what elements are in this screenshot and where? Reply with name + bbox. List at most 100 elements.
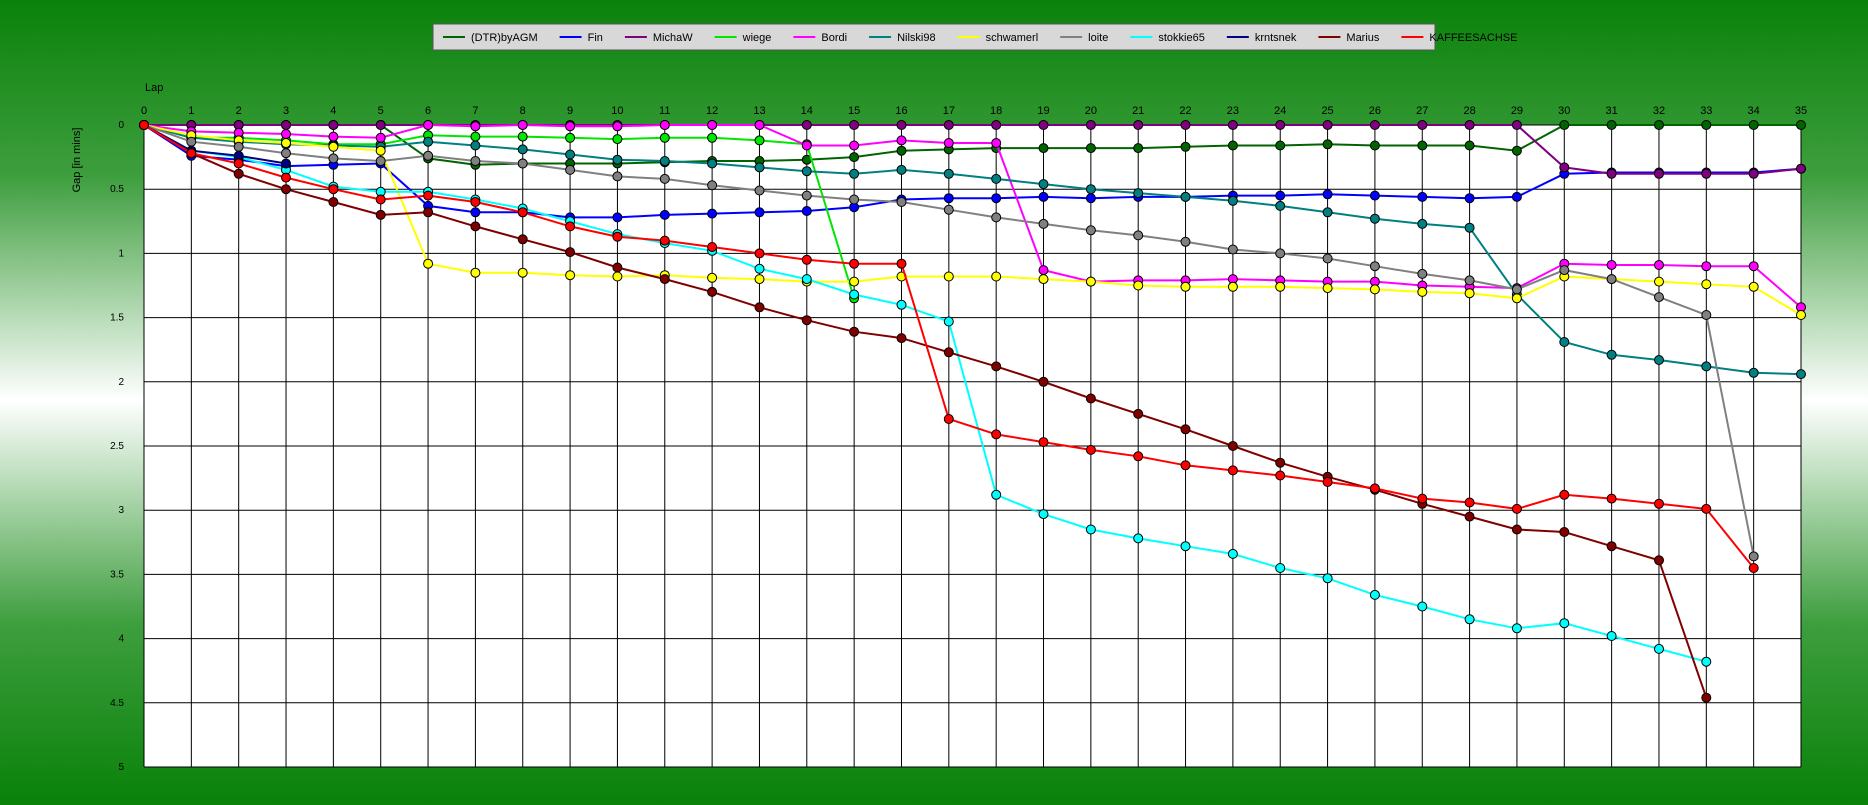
data-point [1796,120,1806,130]
data-point [375,120,386,130]
data-point [1038,509,1049,520]
data-point [1417,286,1428,297]
x-tick-label: 25 [1321,105,1333,117]
data-point [1559,618,1570,629]
data-point [1180,541,1191,552]
data-point [991,271,1002,282]
data-point [943,414,954,424]
data-point [849,168,860,179]
data-point [1227,120,1238,130]
data-point [1085,393,1096,404]
x-tick-label: 32 [1653,105,1665,117]
data-point [1133,451,1144,462]
data-point [1038,437,1049,448]
data-point [1511,120,1522,130]
data-point [991,361,1002,372]
data-point [1133,280,1144,291]
data-point [1275,140,1286,151]
data-point [1133,188,1144,199]
data-point [1606,631,1617,641]
data-point [896,145,907,156]
data-point [1559,527,1570,537]
data-point [1701,120,1712,130]
y-tick-label: 2 [118,377,124,388]
x-tick-label: 10 [611,105,623,117]
data-point [1606,260,1617,270]
data-point [849,140,860,151]
data-point [470,197,481,207]
data-point [1322,283,1333,294]
data-point [896,197,907,207]
data-point [1038,191,1049,202]
data-point [233,158,244,169]
series-line [143,124,856,299]
data-point [375,132,386,143]
data-point [470,140,481,151]
data-point [1464,511,1475,522]
y-tick-label: 4.5 [110,698,124,709]
y-tick-label: 3 [118,505,124,516]
data-point [1701,310,1712,320]
data-point [1038,274,1049,285]
legend-label: Fin [588,32,603,44]
data-point [375,145,386,156]
data-point [1133,143,1144,154]
data-point [612,121,623,132]
data-point [328,120,339,130]
legend-label: Nilski98 [897,32,936,44]
data-point [1417,120,1428,130]
data-point [565,149,576,160]
data-point [1701,656,1712,667]
data-point [1227,465,1238,476]
data-point [801,166,812,177]
data-point [375,209,386,220]
x-tick-label: 21 [1132,105,1144,117]
data-point [328,197,339,207]
x-tick-label: 4 [330,105,336,117]
data-point [1322,139,1333,150]
data-point [612,171,623,182]
data-point [1275,190,1286,201]
data-point [1085,524,1096,535]
data-point [991,138,1002,148]
data-point [1417,191,1428,202]
data-point [375,194,386,205]
data-point [1133,120,1144,130]
data-point [233,141,244,152]
data-point [1559,337,1570,347]
data-point [1038,120,1049,130]
x-tick-label: 28 [1463,105,1475,117]
data-point [1369,140,1380,151]
data-point [1559,162,1570,173]
data-point [1654,120,1664,130]
grid-lines [143,124,1802,768]
data-point [1275,470,1286,481]
data-point [1038,218,1049,229]
x-tick-label: 3 [283,105,289,117]
data-point [1748,281,1759,292]
data-point [754,274,765,285]
data-point [1369,261,1380,272]
data-point [1180,120,1191,130]
x-tick-label: 31 [1606,105,1618,117]
x-tick-label: 7 [472,105,478,117]
data-point [423,120,434,130]
data-point [849,120,860,130]
data-point [1180,191,1191,202]
data-point [1511,191,1522,202]
data-point [1369,284,1380,295]
data-point [565,270,576,281]
data-point [1606,541,1617,552]
data-point [991,120,1002,130]
data-point [1606,274,1617,285]
x-tick-label: 15 [848,105,860,117]
data-point [754,135,765,146]
legend-label: (DTR)byAGM [471,32,538,44]
data-point [849,194,860,205]
data-point [1038,179,1049,190]
data-point [1133,230,1144,241]
legend-label: wiege [742,32,772,44]
data-point [707,286,718,297]
data-point [1275,200,1286,211]
